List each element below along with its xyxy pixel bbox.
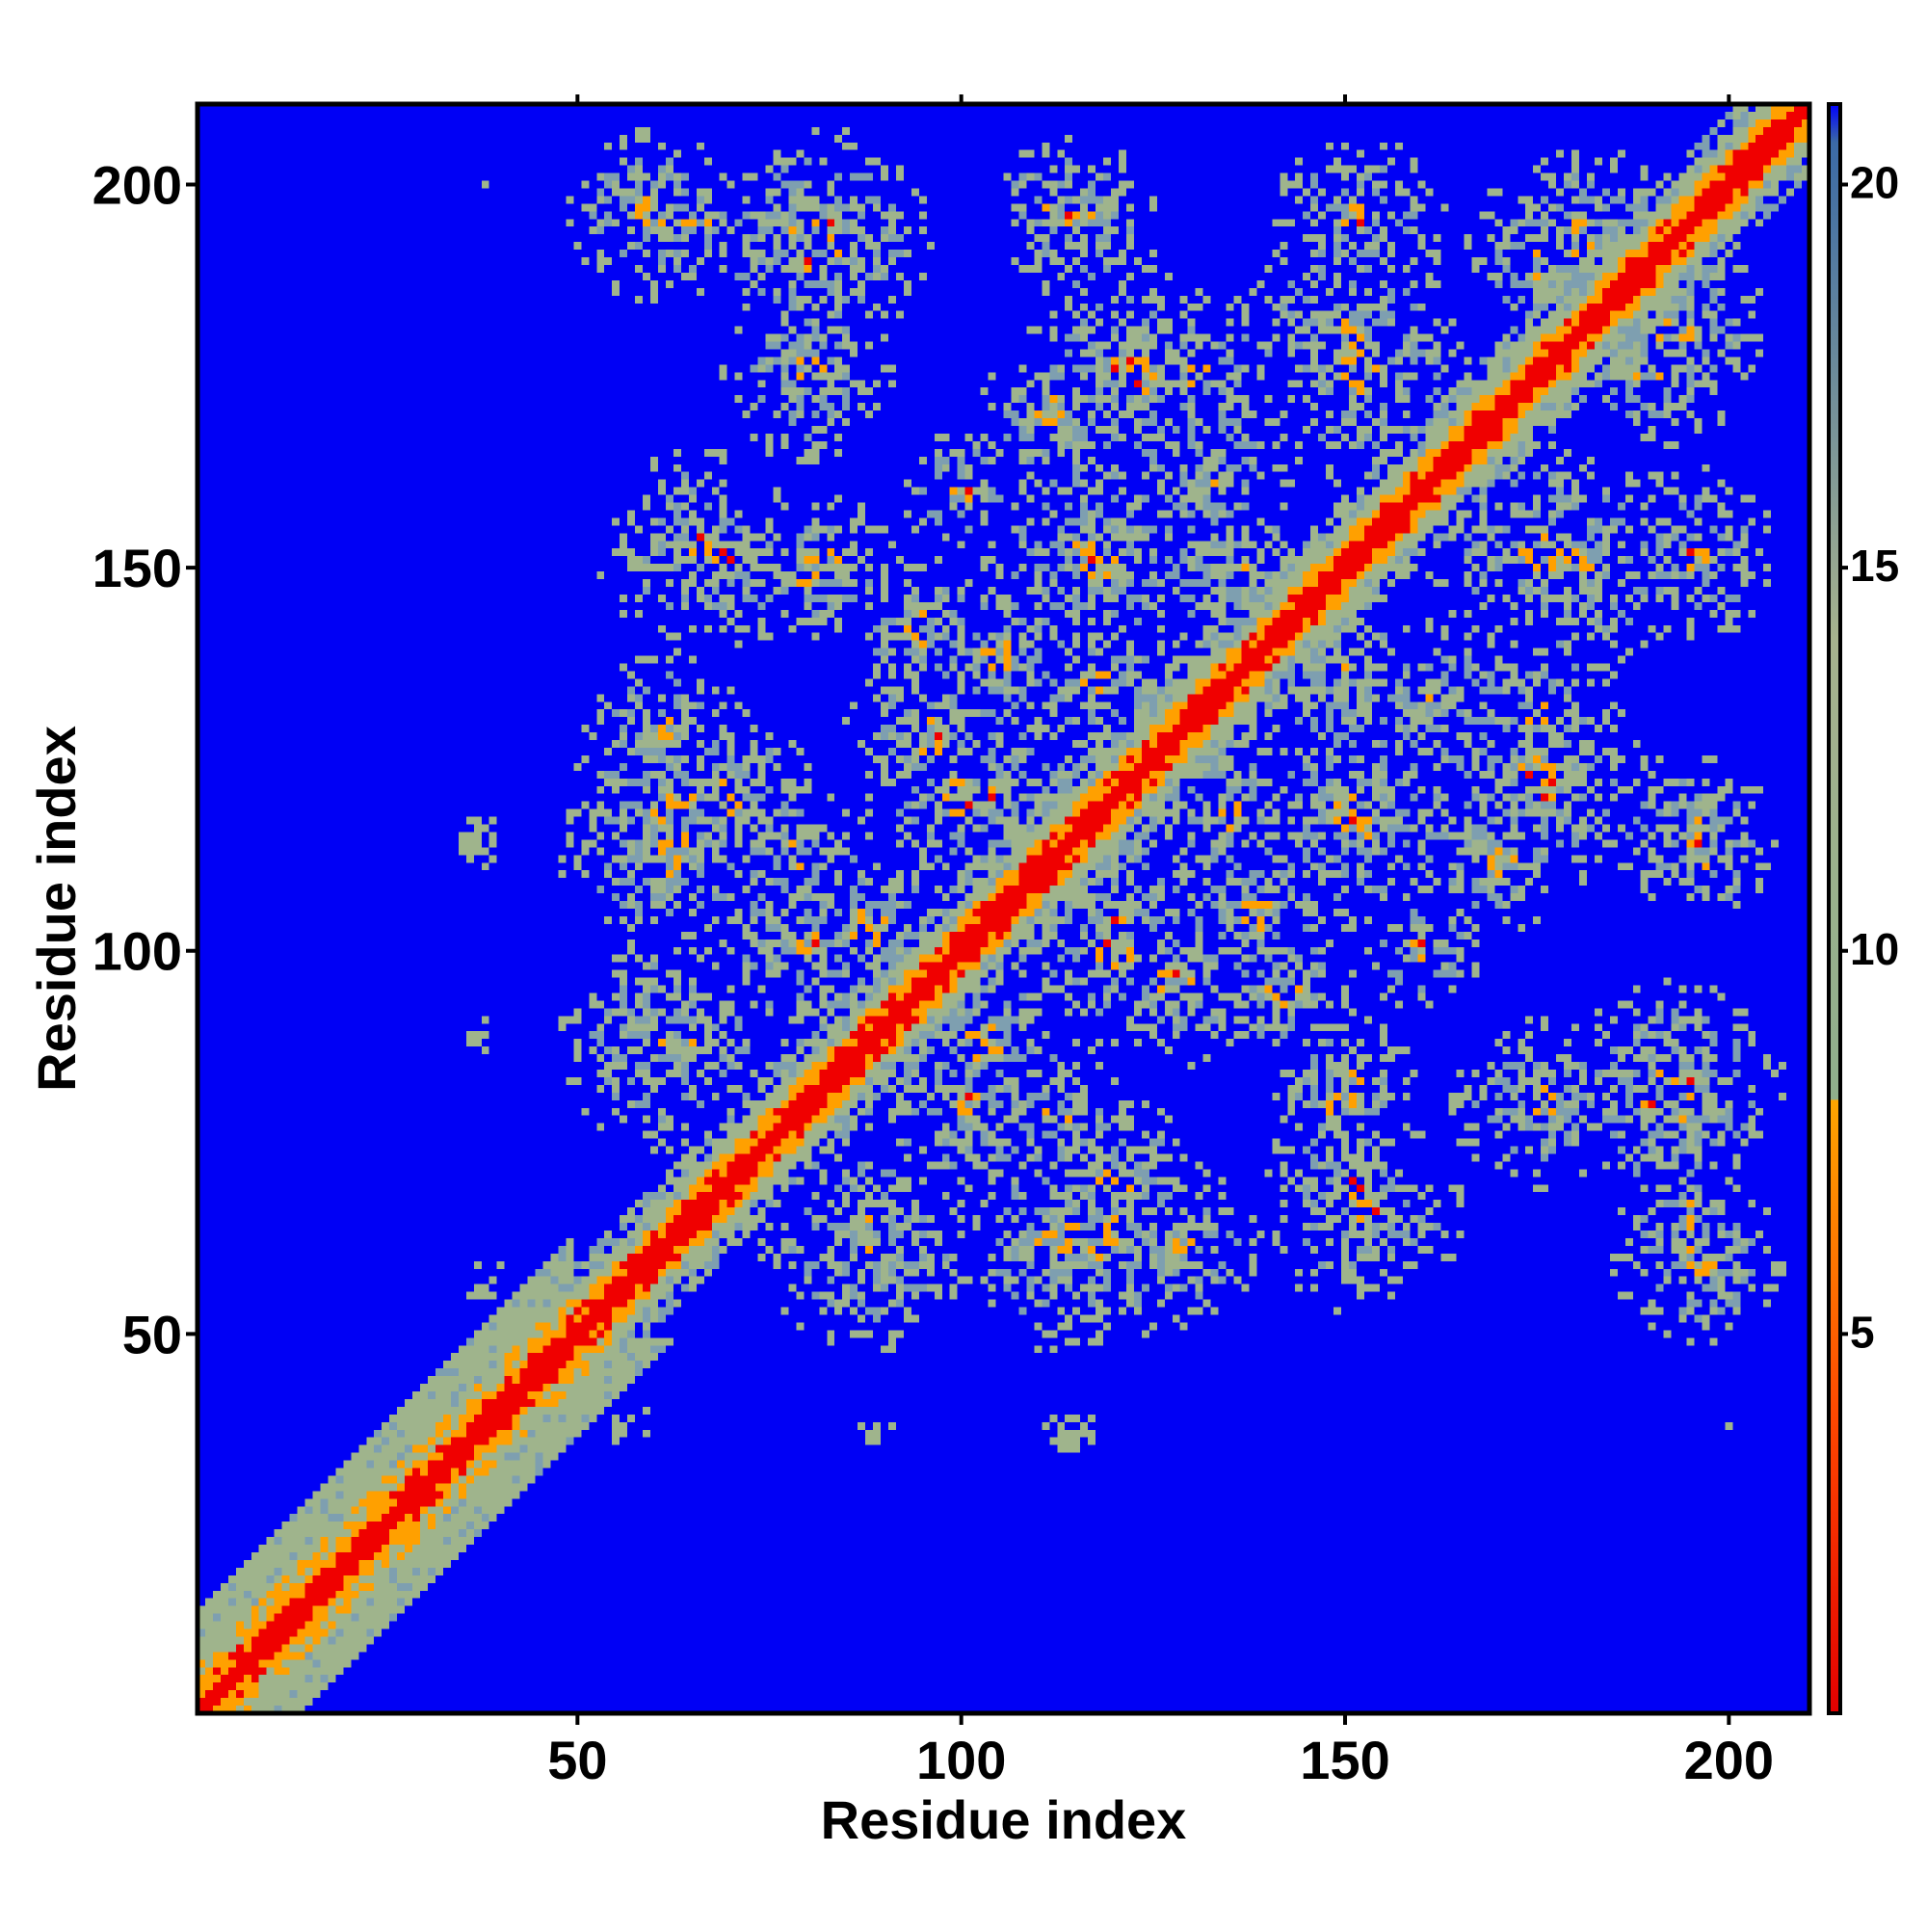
y-axis-label: Residue index	[26, 726, 87, 1092]
y-tick-label: 200	[92, 155, 182, 216]
colorbar-tick-label: 5	[1850, 1307, 1875, 1357]
x-axis-label: Residue index	[821, 1789, 1187, 1850]
colorbar-tick-label: 20	[1850, 158, 1899, 208]
axes: 50 100 150 200 50 100 150 200	[92, 94, 1774, 1790]
heatmap-image	[198, 104, 1809, 1713]
x-tick-label: 150	[1300, 1730, 1389, 1790]
y-tick-label: 50	[122, 1304, 182, 1364]
colorbar-bar	[1827, 102, 1842, 1715]
y-tick-label: 150	[92, 538, 182, 598]
x-tick-label: 50	[547, 1730, 607, 1790]
x-tick-label: 200	[1684, 1730, 1774, 1790]
plot-frame	[195, 101, 1812, 1716]
colorbar-tick-label: 15	[1850, 541, 1899, 591]
x-tick-label: 100	[916, 1730, 1006, 1790]
y-tick-label: 100	[92, 921, 182, 982]
heatmap-cells	[198, 104, 1809, 1713]
colorbar: 5 10 15 20	[1827, 102, 1899, 1715]
colorbar-tick-label: 10	[1850, 924, 1899, 974]
